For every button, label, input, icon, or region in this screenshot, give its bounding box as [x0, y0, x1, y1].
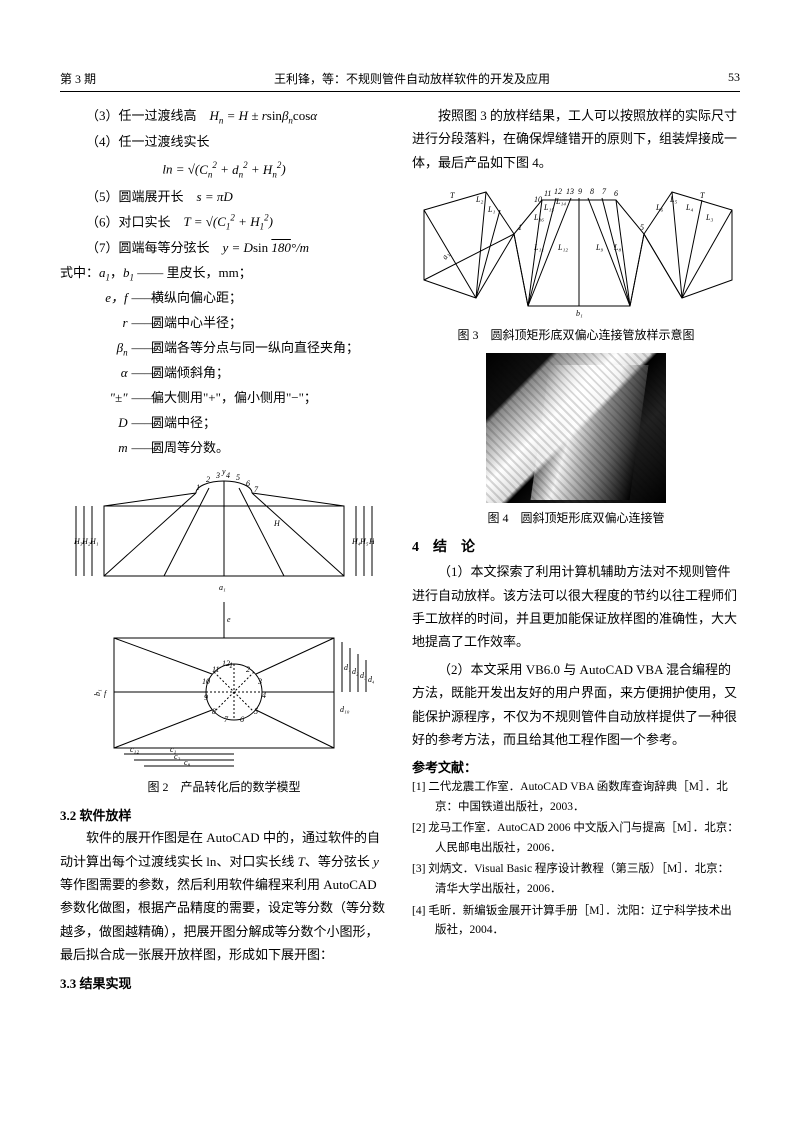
- conclusion-1: （1）本文探索了利用计算机辅助方法对不规则管件进行自动放样。该方法可以很大程度的…: [412, 560, 740, 654]
- svg-text:d₄: d₄: [368, 675, 374, 684]
- references-title: 参考文献：: [412, 757, 740, 776]
- svg-text:12: 12: [222, 659, 230, 668]
- svg-text:H: H: [273, 519, 281, 528]
- svg-text:T: T: [450, 191, 455, 200]
- eq-item-4: （4）任一过渡线实长: [60, 130, 388, 155]
- svg-text:5: 5: [640, 223, 644, 232]
- svg-text:7: 7: [254, 485, 259, 494]
- svg-text:13: 13: [566, 187, 574, 196]
- svg-text:L₁₅: L₁₅: [543, 203, 554, 212]
- svg-text:L₁₂: L₁₂: [557, 243, 568, 252]
- svg-text:c₈: c₈: [184, 758, 191, 767]
- svg-text:L₄: L₄: [685, 203, 693, 212]
- left-column: （3）任一过渡线高 Hn = H ± rsinβncosα （4）任一过渡线实长…: [60, 104, 388, 994]
- svg-text:4: 4: [226, 471, 230, 480]
- svg-text:a₁: a₁: [219, 583, 226, 592]
- svg-text:1: 1: [518, 223, 522, 232]
- svg-text:f: f: [104, 689, 108, 698]
- references-list: [1] 二代龙震工作室．AutoCAD VBA 函数库查询辞典［M］．北京：中国…: [412, 778, 740, 940]
- ref-3: [3] 刘炳文．Visual Basic 程序设计教程（第三版）［M］．北京：清…: [412, 860, 740, 899]
- figure-4-caption: 图 4 圆斜顶矩形底双偏心连接管: [412, 509, 740, 526]
- svg-text:6: 6: [240, 715, 244, 724]
- svg-text:c₂: c₂: [174, 752, 181, 761]
- right-intro: 按照图 3 的放样结果，工人可以按照放样的实际尺寸进行分段落料，在确保焊缝错开的…: [412, 104, 740, 174]
- defs-intro: 式中：a1，b1 —— 里皮长，mm；: [60, 261, 388, 287]
- figure-2a-diagram: H₃H₂H₁ H₄H₅H₆ H a₁ y 1234567: [74, 466, 374, 596]
- svg-text:b₁: b₁: [93, 689, 102, 696]
- svg-text:3: 3: [257, 677, 262, 686]
- page-number: 53: [728, 70, 740, 87]
- svg-text:L₁₁: L₁₁: [533, 243, 544, 252]
- svg-text:L₁: L₁: [487, 205, 495, 214]
- svg-text:11: 11: [544, 189, 551, 198]
- svg-text:a₁: a₁: [440, 251, 451, 262]
- ref-1: [1] 二代龙震工作室．AutoCAD VBA 函数库查询辞典［M］．北京：中国…: [412, 778, 740, 817]
- svg-text:4: 4: [262, 691, 266, 700]
- svg-text:L₂: L₂: [475, 195, 483, 204]
- svg-text:L₆: L₆: [655, 203, 663, 212]
- figure-3-caption: 图 3 圆斜顶矩形底双偏心连接管放样示意图: [412, 326, 740, 343]
- section-4-title: 4 结 论: [412, 536, 740, 556]
- svg-text:H₆: H₆: [368, 537, 374, 546]
- svg-text:d₁₀: d₁₀: [340, 705, 350, 714]
- running-title: 王利锋，等：不规则管件自动放样软件的开发及应用: [274, 70, 550, 87]
- svg-text:2: 2: [246, 665, 250, 674]
- svg-text:d₂: d₂: [352, 667, 359, 676]
- svg-text:10: 10: [202, 677, 210, 686]
- svg-text:H₅: H₅: [359, 537, 369, 546]
- svg-text:H₁: H₁: [89, 537, 99, 546]
- svg-text:2: 2: [206, 475, 210, 484]
- svg-text:11: 11: [212, 665, 219, 674]
- svg-text:10: 10: [534, 195, 542, 204]
- svg-text:c₁₂: c₁₂: [130, 745, 139, 754]
- section-3-2-title: 3.2 软件放样: [60, 805, 388, 824]
- eq-item-3: （3）任一过渡线高 Hn = H ± rsinβncosα: [60, 104, 388, 130]
- eq-item-7: （7）圆端每等分弦长 y = Dsin 180°/m: [60, 236, 388, 261]
- svg-text:7: 7: [602, 187, 607, 196]
- svg-text:e: e: [227, 615, 231, 624]
- svg-text:5: 5: [236, 473, 240, 482]
- svg-text:d₁: d₁: [344, 663, 351, 672]
- svg-text:L₃: L₃: [705, 213, 713, 222]
- svg-text:L₁₄: L₁₄: [555, 197, 566, 206]
- svg-text:5: 5: [254, 707, 258, 716]
- svg-text:8: 8: [212, 707, 216, 716]
- formula-ln: ln = √(Cn2 + dn2 + Hn2): [60, 160, 388, 179]
- svg-text:8: 8: [590, 187, 594, 196]
- figure-2-caption: 图 2 产品转化后的数学模型: [60, 778, 388, 795]
- eq-item-6: （6）对口实长 T = √(C12 + H12): [60, 210, 388, 236]
- svg-text:b₁: b₁: [576, 309, 583, 318]
- running-header: 第 3 期 王利锋，等：不规则管件自动放样软件的开发及应用 53: [60, 70, 740, 92]
- symbol-definitions: e，f——横纵向偏心距； r——圆端中心半径； βn——圆端各等分点与同一纵向直…: [80, 286, 389, 460]
- section-3-2-body: 软件的展开作图是在 AutoCAD 中的，通过软件的自动计算出每个过渡线实长 l…: [60, 826, 388, 966]
- svg-text:L₈: L₈: [613, 243, 621, 252]
- svg-text:12: 12: [554, 187, 562, 196]
- svg-text:T: T: [700, 191, 705, 200]
- svg-text:L₉: L₉: [595, 243, 603, 252]
- svg-text:L₅: L₅: [669, 195, 677, 204]
- eq-item-5: （5）圆端展开长 s = πD: [60, 185, 388, 210]
- svg-text:6: 6: [246, 479, 250, 488]
- svg-text:6: 6: [614, 189, 618, 198]
- section-3-3-title: 3.3 结果实现: [60, 973, 388, 992]
- svg-text:9: 9: [578, 187, 582, 196]
- issue-number: 第 3 期: [60, 70, 96, 87]
- figure-2b-diagram: e f b₁ d₁d₂d₃d₄ d₁₀ c₁c₂c₈ c₁₂ 1234 5678…: [74, 602, 374, 772]
- conclusion-2: （2）本文采用 VB6.0 与 AutoCAD VBA 混合编程的方法，既能开发…: [412, 658, 740, 752]
- right-column: 按照图 3 的放样结果，工人可以按照放样的实际尺寸进行分段落料，在确保焊缝错开的…: [412, 104, 740, 994]
- svg-text:3: 3: [215, 471, 220, 480]
- ref-2: [2] 龙马工作室．AutoCAD 2006 中文版入门与提高［M］．北京：人民…: [412, 819, 740, 858]
- figure-3-diagram: T T a₁ b₁ L₁₆L₁₅L₁₄ 13 121110 9876 L₂ L₁ L₁…: [416, 180, 736, 320]
- ref-4: [4] 毛昕．新编钣金展开计算手册［M］．沈阳：辽宁科学技术出版社，2004．: [412, 902, 740, 941]
- svg-text:L₁₆: L₁₆: [533, 213, 544, 222]
- svg-text:9: 9: [204, 693, 208, 702]
- figure-4-photo: [486, 353, 666, 503]
- svg-text:1: 1: [196, 483, 200, 492]
- svg-text:d₃: d₃: [360, 671, 367, 680]
